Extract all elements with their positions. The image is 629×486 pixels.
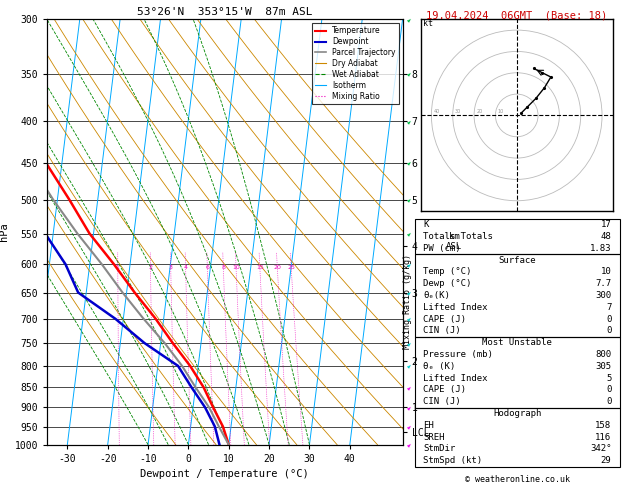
Text: 2: 2 — [148, 265, 152, 270]
Text: StmDir: StmDir — [423, 444, 455, 453]
Text: 0: 0 — [606, 314, 611, 324]
Legend: Temperature, Dewpoint, Parcel Trajectory, Dry Adiabat, Wet Adiabat, Isotherm, Mi: Temperature, Dewpoint, Parcel Trajectory… — [311, 23, 399, 104]
Text: ►: ► — [406, 159, 412, 166]
Text: 29: 29 — [601, 456, 611, 465]
Text: ►: ► — [406, 261, 412, 267]
Text: Mixing Ratio (g/kg): Mixing Ratio (g/kg) — [403, 254, 412, 349]
Text: 800: 800 — [595, 350, 611, 359]
Text: ►: ► — [406, 16, 412, 23]
Bar — [415, 408, 620, 467]
Text: 40: 40 — [433, 109, 440, 114]
Text: 305: 305 — [595, 362, 611, 371]
Text: Totals Totals: Totals Totals — [423, 232, 493, 241]
Text: ►: ► — [406, 197, 412, 203]
Text: 342°: 342° — [590, 444, 611, 453]
Text: θₑ (K): θₑ (K) — [423, 362, 455, 371]
Text: EH: EH — [423, 421, 434, 430]
Text: θₑ(K): θₑ(K) — [423, 291, 450, 300]
Text: Hodograph: Hodograph — [493, 409, 542, 418]
Text: ►: ► — [406, 230, 412, 237]
Text: Temp (°C): Temp (°C) — [423, 267, 472, 277]
Bar — [415, 254, 620, 337]
Text: CIN (J): CIN (J) — [423, 397, 461, 406]
Bar — [415, 219, 620, 254]
Text: 20: 20 — [273, 265, 281, 270]
Text: Surface: Surface — [499, 256, 536, 264]
Text: StmSpd (kt): StmSpd (kt) — [423, 456, 482, 465]
Text: 1.83: 1.83 — [590, 243, 611, 253]
Text: 48: 48 — [601, 232, 611, 241]
Text: ►: ► — [406, 340, 412, 347]
Text: 1: 1 — [116, 265, 120, 270]
Text: ►: ► — [406, 289, 412, 296]
Text: ►: ► — [406, 363, 412, 369]
Text: SREH: SREH — [423, 433, 445, 442]
Text: ►: ► — [406, 384, 412, 391]
Text: 4: 4 — [184, 265, 187, 270]
Text: 0: 0 — [606, 397, 611, 406]
Text: © weatheronline.co.uk: © weatheronline.co.uk — [465, 474, 569, 484]
Text: 3: 3 — [169, 265, 173, 270]
Text: 10: 10 — [498, 109, 504, 114]
Text: 30: 30 — [455, 109, 461, 114]
Text: 116: 116 — [595, 433, 611, 442]
Text: 0: 0 — [606, 326, 611, 335]
Text: ►: ► — [406, 404, 412, 411]
Text: 10: 10 — [232, 265, 240, 270]
Text: CAPE (J): CAPE (J) — [423, 385, 466, 394]
Bar — [415, 337, 620, 408]
Text: 5: 5 — [606, 374, 611, 382]
Text: ►: ► — [406, 441, 412, 448]
Text: ►: ► — [406, 315, 412, 322]
Text: Pressure (mb): Pressure (mb) — [423, 350, 493, 359]
Text: 20: 20 — [476, 109, 482, 114]
Text: 6: 6 — [205, 265, 209, 270]
Text: 8: 8 — [221, 265, 225, 270]
Text: PW (cm): PW (cm) — [423, 243, 461, 253]
Text: 7.7: 7.7 — [595, 279, 611, 288]
Y-axis label: hPa: hPa — [0, 223, 9, 242]
Text: 15: 15 — [256, 265, 264, 270]
Text: Dewp (°C): Dewp (°C) — [423, 279, 472, 288]
Text: 300: 300 — [595, 291, 611, 300]
Y-axis label: km
ASL: km ASL — [446, 232, 462, 251]
Text: 25: 25 — [287, 265, 295, 270]
X-axis label: Dewpoint / Temperature (°C): Dewpoint / Temperature (°C) — [140, 469, 309, 479]
Text: Most Unstable: Most Unstable — [482, 338, 552, 347]
Text: ►: ► — [406, 70, 412, 77]
Text: 0: 0 — [606, 385, 611, 394]
Text: 19.04.2024  06GMT  (Base: 18): 19.04.2024 06GMT (Base: 18) — [426, 11, 608, 21]
Text: ►: ► — [406, 423, 412, 430]
Text: 17: 17 — [601, 220, 611, 229]
Text: kt: kt — [423, 19, 433, 28]
Text: 10: 10 — [601, 267, 611, 277]
Text: 7: 7 — [606, 303, 611, 312]
Text: ►: ► — [406, 118, 412, 124]
Text: Lifted Index: Lifted Index — [423, 374, 488, 382]
Title: 53°26'N  353°15'W  87m ASL: 53°26'N 353°15'W 87m ASL — [137, 7, 313, 17]
Text: K: K — [423, 220, 429, 229]
Text: CAPE (J): CAPE (J) — [423, 314, 466, 324]
Text: CIN (J): CIN (J) — [423, 326, 461, 335]
Text: 158: 158 — [595, 421, 611, 430]
Text: Lifted Index: Lifted Index — [423, 303, 488, 312]
